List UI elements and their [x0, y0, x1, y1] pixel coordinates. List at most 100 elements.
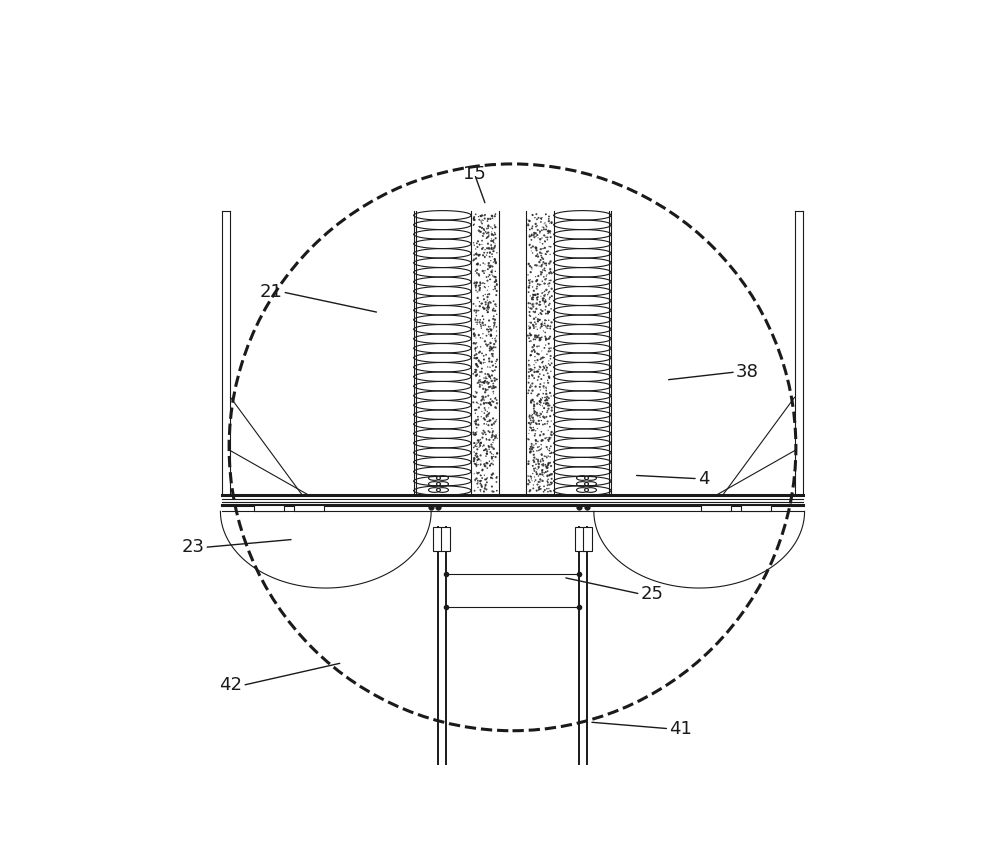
Point	[484, 227, 500, 241]
Point	[485, 454, 501, 468]
Point	[469, 275, 485, 289]
Point	[539, 347, 555, 361]
Point	[481, 242, 497, 255]
Point	[530, 223, 546, 237]
Point	[533, 259, 549, 273]
Point	[541, 337, 557, 351]
Point	[484, 209, 500, 223]
Point	[478, 382, 494, 396]
Point	[470, 452, 486, 466]
Point	[475, 289, 491, 303]
Point	[466, 436, 482, 450]
Point	[527, 306, 543, 320]
Point	[488, 360, 504, 374]
Point	[468, 458, 484, 472]
Point	[475, 309, 491, 323]
Bar	[701, 506, 731, 511]
Point	[521, 315, 537, 329]
Point	[524, 439, 540, 453]
Point	[470, 466, 486, 480]
Point	[466, 415, 482, 429]
Point	[476, 485, 492, 499]
Point	[539, 405, 555, 419]
Point	[532, 313, 548, 326]
Point	[542, 224, 558, 238]
Point	[534, 247, 550, 261]
Point	[466, 210, 482, 224]
Point	[526, 455, 542, 469]
Point	[468, 358, 484, 372]
Point	[480, 439, 496, 453]
Point	[528, 275, 544, 288]
Point	[541, 398, 557, 412]
Point	[467, 449, 483, 462]
Point	[533, 393, 549, 407]
Point	[534, 399, 550, 413]
Point	[482, 336, 498, 350]
Point	[479, 222, 495, 236]
Point	[468, 281, 484, 294]
Point	[532, 475, 548, 489]
Point	[521, 372, 537, 385]
Point	[482, 413, 498, 427]
Point	[476, 443, 492, 457]
Point	[538, 397, 554, 411]
Point	[483, 240, 499, 254]
Point	[534, 307, 550, 321]
Point	[470, 475, 486, 489]
Point	[487, 357, 503, 371]
Point	[541, 370, 557, 384]
Point	[520, 216, 536, 230]
Point	[485, 457, 501, 471]
Point	[528, 207, 544, 221]
Point	[479, 246, 495, 260]
Point	[466, 212, 482, 226]
Point	[479, 338, 495, 352]
Point	[532, 396, 548, 410]
Point	[469, 359, 485, 372]
Point	[471, 279, 487, 293]
Point	[541, 434, 557, 448]
Point	[487, 264, 503, 278]
Point	[469, 449, 485, 463]
Point	[531, 481, 547, 494]
Point	[477, 318, 493, 332]
Point	[532, 367, 548, 381]
Point	[539, 233, 555, 247]
Point	[476, 443, 492, 457]
Point	[528, 241, 544, 255]
Point	[475, 390, 491, 404]
Point	[473, 469, 489, 482]
Point	[473, 320, 489, 333]
Point	[526, 448, 542, 462]
Point	[480, 212, 496, 226]
Point	[486, 416, 502, 430]
Point	[479, 415, 495, 429]
Point	[541, 212, 557, 226]
Point	[526, 454, 542, 468]
Point	[542, 352, 558, 365]
Point	[478, 225, 494, 239]
Point	[540, 415, 556, 429]
Point	[471, 210, 487, 223]
Point	[477, 385, 493, 399]
Point	[484, 355, 500, 369]
Point	[541, 354, 557, 368]
Point	[521, 359, 537, 372]
Point	[484, 332, 500, 346]
Point	[534, 258, 550, 272]
Point	[537, 431, 553, 445]
Point	[523, 470, 539, 484]
Point	[478, 231, 494, 245]
Point	[535, 410, 551, 423]
Point	[487, 218, 503, 232]
Point	[527, 210, 543, 224]
Point	[466, 329, 482, 343]
Point	[469, 251, 485, 265]
Point	[482, 320, 498, 333]
Point	[537, 330, 553, 344]
Point	[473, 357, 489, 371]
Point	[479, 409, 495, 423]
Point	[478, 297, 494, 311]
Point	[471, 440, 487, 454]
